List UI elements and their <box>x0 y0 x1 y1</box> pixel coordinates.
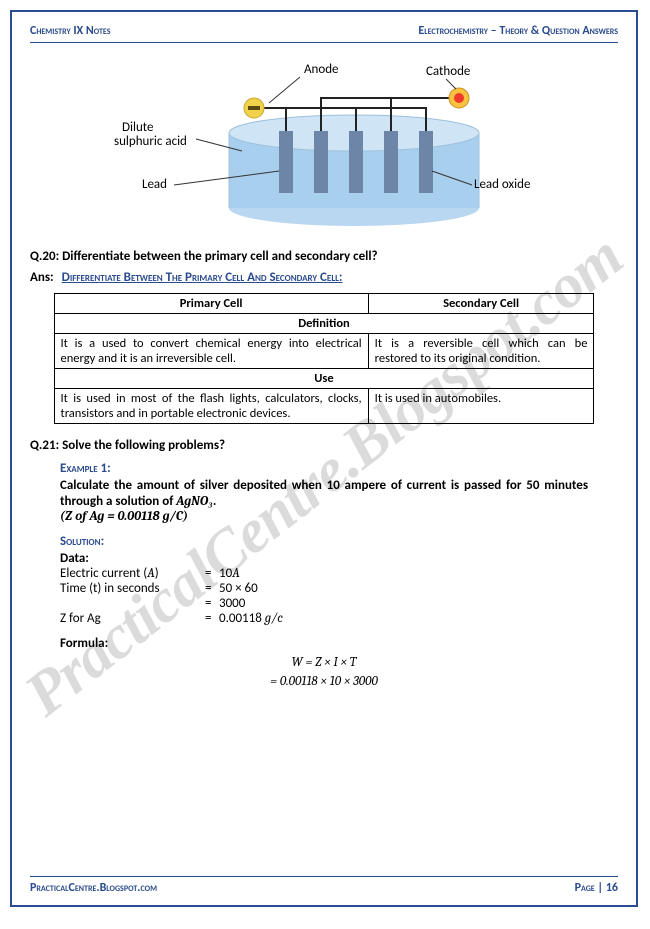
svg-text:Cathode: Cathode <box>426 64 470 79</box>
formula-2: = 0.00118 × 10 × 3000 <box>60 674 588 689</box>
data-label: Electric current (A) <box>60 566 205 581</box>
table-row: It is used in most of the flash lights, … <box>54 389 594 424</box>
ex-agno3: AgNO₃ <box>176 494 213 509</box>
data-row: Z for Ag = 0.00118 g/c <box>60 611 588 626</box>
cell: It is used in most of the flash lights, … <box>54 389 368 424</box>
data-value: 0.00118 g/c <box>219 611 283 626</box>
electrolysis-diagram: Anode Cathode Dilute sulphuric acid Lead… <box>30 53 618 237</box>
formula-title: Formula: <box>60 636 588 651</box>
header-left: Chemistry IX Notes <box>30 24 111 38</box>
ans-title: Differentiate Between The Primary Cell A… <box>62 270 343 285</box>
table-row: It is a used to convert chemical energy … <box>54 334 594 369</box>
ex-text1: Calculate the amount of silver deposited… <box>60 478 588 509</box>
data-value: 3000 <box>219 596 245 611</box>
page-header: Chemistry IX Notes Electrochemistry – Th… <box>30 24 618 43</box>
cell: It is used in automobiles. <box>368 389 594 424</box>
solution-title: Solution: <box>60 534 588 549</box>
footer-left: PracticalCentre.Blogspot.com <box>30 881 157 895</box>
data-row: Time (t) in seconds = 50 × 60 <box>60 581 588 596</box>
q20-text: Differentiate between the primary cell a… <box>62 249 377 264</box>
example-body: Calculate the amount of silver deposited… <box>60 478 588 689</box>
ex-text2: . <box>213 494 216 509</box>
svg-text:sulphuric acid: sulphuric acid <box>114 134 187 149</box>
data-label <box>60 596 205 611</box>
q20-num: Q.20: <box>30 249 59 264</box>
data-row: Electric current (A) = 10A <box>60 566 588 581</box>
q21-text: Solve the following problems? <box>62 438 225 453</box>
footer-right: Page | 16 <box>575 881 618 895</box>
example-title: Example 1: <box>60 461 618 476</box>
data-title: Data: <box>60 551 588 566</box>
data-row: = 3000 <box>60 596 588 611</box>
col-primary: Primary Cell <box>54 294 368 314</box>
ans-label: Ans: <box>30 270 54 285</box>
table-section-definition: Definition <box>54 314 594 334</box>
data-value: 10A <box>219 566 240 581</box>
header-right: Electrochemistry – Theory & Question Ans… <box>418 24 618 38</box>
svg-text:Lead: Lead <box>142 177 167 192</box>
comparison-table: Primary Cell Secondary Cell Definition I… <box>54 293 595 424</box>
page: Chemistry IX Notes Electrochemistry – Th… <box>10 10 638 907</box>
data-label: Time (t) in seconds <box>60 581 205 596</box>
eq: = <box>205 596 219 611</box>
formula-1: W = Z × I × T <box>60 655 588 670</box>
eq: = <box>205 611 219 626</box>
data-value: 50 × 60 <box>219 581 258 596</box>
col-secondary: Secondary Cell <box>368 294 594 314</box>
q21: Q.21: Solve the following problems? <box>30 438 618 453</box>
cell: It is a reversible cell which can be res… <box>368 334 594 369</box>
example-statement: Calculate the amount of silver deposited… <box>60 478 588 509</box>
eq: = <box>205 581 219 596</box>
svg-text:Lead oxide: Lead oxide <box>474 177 530 192</box>
q20-answer-row: Ans: Differentiate Between The Primary C… <box>30 270 618 285</box>
q21-num: Q.21: <box>30 438 59 453</box>
section-title: Use <box>54 369 594 389</box>
page-footer: PracticalCentre.Blogspot.com Page | 16 <box>30 876 618 895</box>
data-label: Z for Ag <box>60 611 205 626</box>
ex-z-line: (Z of Ag = 0.00118 g/C) <box>60 509 588 524</box>
eq: = <box>205 566 219 581</box>
q20: Q.20: Differentiate between the primary … <box>30 249 618 264</box>
table-section-use: Use <box>54 369 594 389</box>
section-title: Definition <box>54 314 594 334</box>
cell: It is a used to convert chemical energy … <box>54 334 368 369</box>
svg-text:Anode: Anode <box>304 62 339 77</box>
svg-text:Dilute: Dilute <box>122 120 153 135</box>
table-header-row: Primary Cell Secondary Cell <box>54 294 594 314</box>
